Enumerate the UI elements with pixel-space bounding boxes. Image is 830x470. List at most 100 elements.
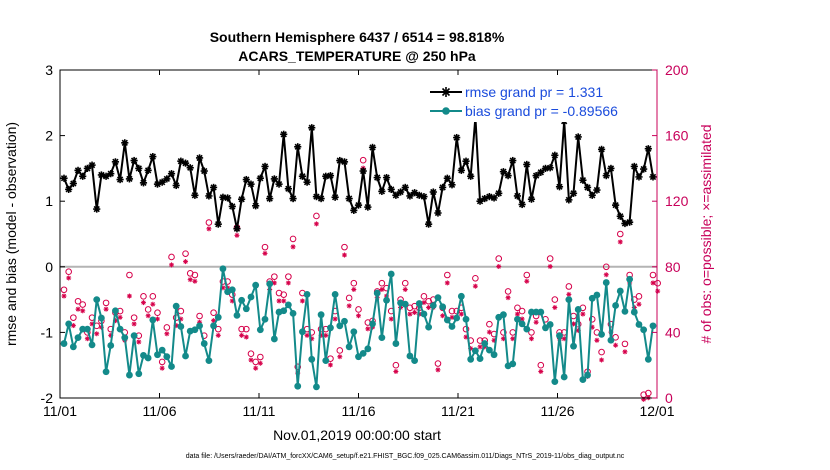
rmse-point bbox=[144, 166, 152, 174]
obs-assimilated-marker bbox=[510, 336, 516, 342]
rmse-point bbox=[518, 200, 526, 209]
legend: rmse grand pr = 1.331 bias grand pr = -0… bbox=[428, 80, 650, 122]
obs-assimilated-marker bbox=[412, 309, 418, 315]
obs-possible-marker bbox=[341, 243, 348, 251]
legend-box bbox=[428, 80, 650, 122]
rmse-point bbox=[448, 181, 456, 189]
rmse-point bbox=[266, 194, 274, 203]
rmse-point bbox=[378, 187, 386, 195]
obs-assimilated-marker bbox=[192, 278, 198, 284]
obs-possible-marker bbox=[444, 271, 451, 279]
obs-assimilated-marker bbox=[580, 311, 586, 317]
bias-point bbox=[565, 296, 573, 303]
bias-point bbox=[149, 316, 157, 324]
bias-point bbox=[584, 371, 591, 379]
obs-assimilated-marker bbox=[70, 323, 76, 329]
rmse-point bbox=[420, 193, 428, 201]
obs-assimilated-marker bbox=[164, 331, 170, 337]
rmse-point bbox=[406, 192, 414, 200]
bias-point bbox=[425, 323, 433, 331]
bias-point bbox=[579, 376, 587, 384]
obs-assimilated-marker bbox=[61, 293, 67, 299]
bias-point bbox=[462, 315, 470, 323]
obs-possible-marker bbox=[205, 219, 213, 226]
rmse-point bbox=[410, 189, 419, 197]
obs-assimilated-marker bbox=[538, 368, 544, 374]
bias-point bbox=[299, 328, 306, 336]
bias-point bbox=[373, 289, 381, 297]
bias-point bbox=[364, 345, 372, 353]
bias-point bbox=[406, 352, 414, 360]
rmse-point bbox=[373, 173, 381, 182]
legend-bias-label: bias grand pr = -0.89566 bbox=[465, 103, 618, 119]
obs-assimilated-marker bbox=[140, 300, 146, 306]
bias-point bbox=[210, 322, 217, 330]
bias-point bbox=[644, 355, 652, 363]
obs-possible-marker bbox=[378, 279, 386, 287]
bias-point bbox=[649, 322, 657, 330]
rmse-point bbox=[280, 130, 288, 138]
rmse-point bbox=[294, 143, 302, 151]
bias-point bbox=[387, 270, 395, 278]
rmse-point bbox=[107, 170, 115, 178]
rmse-point bbox=[83, 164, 91, 172]
rmse-point bbox=[607, 164, 615, 172]
rmse-point bbox=[275, 180, 283, 188]
chart-title-line1: Southern Hemisphere 6437 / 6514 = 98.818… bbox=[210, 29, 505, 45]
obs-assimilated-marker bbox=[126, 293, 132, 299]
bias-point bbox=[630, 308, 638, 316]
bias-point bbox=[546, 321, 554, 328]
bias-point bbox=[626, 275, 634, 283]
bias-point bbox=[341, 317, 348, 325]
bias-point bbox=[490, 351, 498, 359]
rmse-point bbox=[261, 162, 269, 171]
obs-assimilated-marker bbox=[379, 286, 385, 292]
rmse-point bbox=[565, 196, 573, 204]
bias-point bbox=[448, 323, 456, 330]
obs-possible-marker bbox=[313, 212, 320, 220]
bias-point bbox=[392, 340, 400, 347]
rmse-point bbox=[345, 194, 353, 203]
bias-point bbox=[598, 330, 605, 338]
rmse-point bbox=[111, 158, 120, 166]
obs-assimilated-marker bbox=[206, 226, 212, 232]
bias-point bbox=[79, 325, 87, 333]
obs-assimilated-marker bbox=[299, 298, 305, 304]
obs-assimilated-marker bbox=[486, 329, 492, 335]
obs-assimilated-marker bbox=[444, 280, 450, 286]
bias-point bbox=[205, 357, 213, 365]
bias-point bbox=[112, 307, 119, 315]
obs-assimilated-marker bbox=[131, 321, 137, 327]
obs-assimilated-marker bbox=[351, 286, 357, 292]
bias-point bbox=[284, 301, 292, 309]
plot-area bbox=[60, 70, 657, 398]
bias-point bbox=[144, 354, 152, 362]
obs-assimilated-marker bbox=[215, 332, 221, 338]
obs-possible-marker bbox=[588, 315, 596, 323]
bias-point bbox=[102, 368, 110, 376]
rmse-point bbox=[401, 183, 409, 192]
rmse-point bbox=[490, 194, 498, 202]
obs-assimilated-marker bbox=[253, 365, 259, 371]
obs-assimilated-marker bbox=[337, 354, 343, 360]
x-tick-label: 11/01 bbox=[43, 403, 77, 419]
bias-point bbox=[640, 326, 648, 334]
bias-point bbox=[233, 311, 241, 319]
bias-point bbox=[383, 296, 390, 304]
obs-assimilated-marker bbox=[239, 332, 245, 338]
obs-assimilated-marker bbox=[505, 295, 511, 301]
obs-assimilated-marker bbox=[524, 278, 530, 284]
bias-point bbox=[242, 305, 250, 313]
bias-point bbox=[359, 349, 367, 357]
rmse-point bbox=[359, 167, 367, 175]
bias-point bbox=[191, 326, 199, 334]
rmse-point bbox=[616, 212, 624, 220]
bias-point bbox=[331, 290, 339, 298]
obs-possible-marker bbox=[514, 304, 521, 312]
rmse-point bbox=[153, 180, 162, 188]
obs-possible-marker bbox=[294, 363, 302, 371]
obs-assimilated-marker bbox=[304, 332, 310, 338]
bias-point bbox=[378, 334, 386, 342]
rmse-point bbox=[612, 201, 620, 209]
obs-possible-marker bbox=[635, 293, 643, 300]
